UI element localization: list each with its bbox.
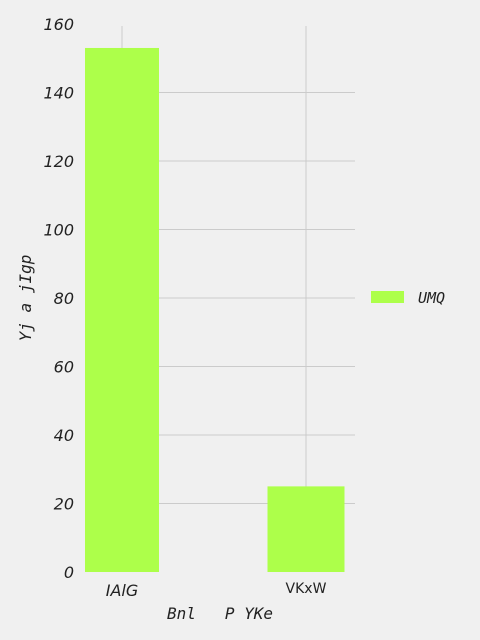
y-tick-label-140: 140 <box>43 84 74 103</box>
y-tick-label-80: 80 <box>54 289 74 308</box>
x-tick-label-1: VKxW <box>286 581 327 597</box>
bars <box>85 47 345 573</box>
bar-VKxW <box>267 486 345 572</box>
legend-label: UMQ <box>418 289 445 307</box>
legend-swatch <box>371 291 404 303</box>
y-tick-label-60: 60 <box>54 358 74 377</box>
x-tick-labels: IAlG VKxW <box>106 581 327 600</box>
y-tick-label-160: 160 <box>43 15 74 34</box>
x-axis-label: Bnl P YKe <box>167 604 273 623</box>
y-axis-label: Yj a jIgp <box>16 255 35 342</box>
y-tick-label-100: 100 <box>43 221 74 240</box>
y-tick-label-120: 120 <box>43 152 74 171</box>
x-tick-label-0: IAlG <box>106 581 139 600</box>
y-tick-label-0: 0 <box>64 563 74 582</box>
y-tick-label-40: 40 <box>54 426 74 445</box>
bar-IAlG <box>85 47 159 573</box>
y-tick-label-20: 20 <box>54 495 74 514</box>
legend: UMQ <box>371 289 445 307</box>
y-tick-labels: 0 20 40 60 80 100 120 140 160 <box>43 15 74 582</box>
